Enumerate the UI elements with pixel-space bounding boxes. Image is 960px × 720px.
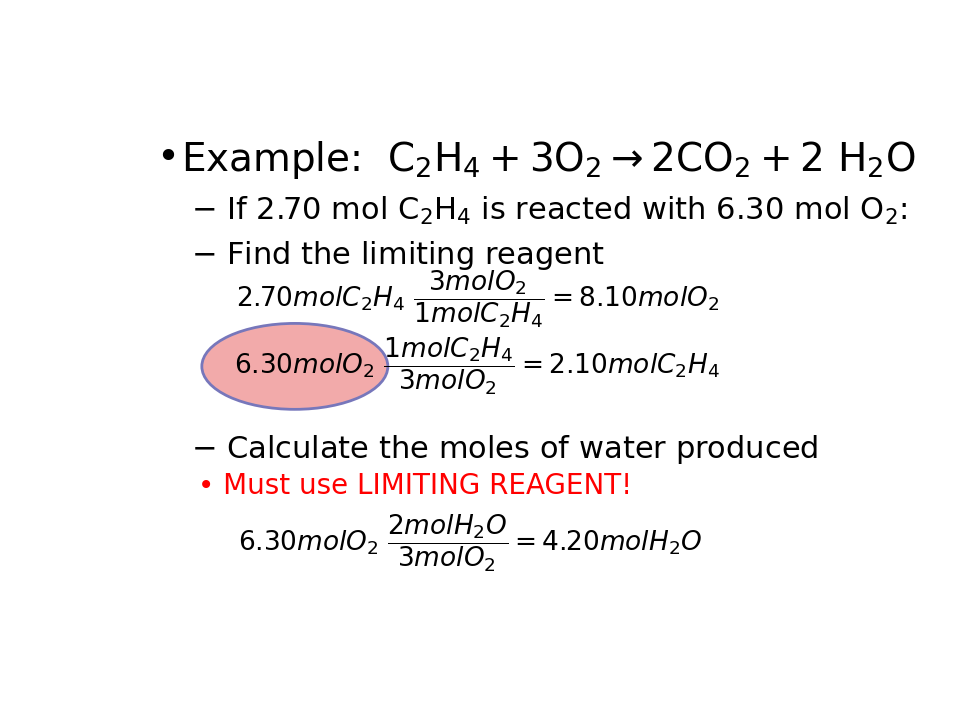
Text: • Must use LIMITING REAGENT!: • Must use LIMITING REAGENT! <box>198 472 633 500</box>
Ellipse shape <box>202 323 388 410</box>
Text: $2.70molC_2H_4\ \dfrac{3molO_2}{1molC_2H_4} = 8.10molO_2$: $2.70molC_2H_4\ \dfrac{3molO_2}{1molC_2H… <box>235 269 719 330</box>
Text: $\mathsf{-}$ If 2.70 mol $\mathsf{C_2H_4}$ is reacted with 6.30 mol $\mathsf{O_2: $\mathsf{-}$ If 2.70 mol $\mathsf{C_2H_4… <box>191 194 907 227</box>
Text: Example:  $\mathsf{C_2H_4 + 3O_2 \rightarrow 2CO_2 + 2\ H_2O}$: Example: $\mathsf{C_2H_4 + 3O_2 \rightar… <box>181 139 916 181</box>
Text: $6.30molO_2\ \dfrac{2molH_2O}{3molO_2} = 4.20molH_2O$: $6.30molO_2\ \dfrac{2molH_2O}{3molO_2} =… <box>237 513 702 575</box>
Text: •: • <box>156 139 179 177</box>
Text: $6.30molO_2\ \dfrac{1molC_2H_4}{3molO_2} = 2.10molC_2H_4$: $6.30molO_2\ \dfrac{1molC_2H_4}{3molO_2}… <box>234 336 720 397</box>
Text: $\mathsf{-}$ Calculate the moles of water produced: $\mathsf{-}$ Calculate the moles of wate… <box>191 433 818 466</box>
Text: $\mathsf{-}$ Find the limiting reagent: $\mathsf{-}$ Find the limiting reagent <box>191 239 605 272</box>
